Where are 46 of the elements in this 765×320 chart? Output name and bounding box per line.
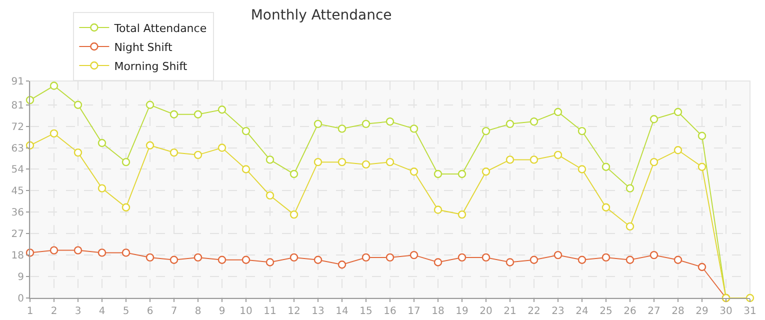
x-tick-label: 31 bbox=[744, 306, 756, 317]
legend-label: Night Shift bbox=[114, 40, 173, 54]
x-tick-label: 14 bbox=[336, 306, 348, 317]
x-tick-label: 23 bbox=[552, 306, 564, 317]
x-tick-label: 28 bbox=[672, 306, 684, 317]
y-tick-label: 91 bbox=[11, 76, 24, 88]
chart-title: Monthly Attendance bbox=[250, 7, 392, 24]
x-tick-label: 8 bbox=[194, 306, 202, 317]
y-tick-label: 45 bbox=[11, 186, 24, 198]
x-tick-label: 27 bbox=[648, 306, 660, 317]
x-tick-label: 1 bbox=[26, 306, 34, 317]
x-tick-label: 15 bbox=[360, 306, 372, 317]
x-tick-label: 20 bbox=[480, 306, 492, 317]
x-tick-label: 4 bbox=[98, 306, 106, 317]
x-tick-label: 21 bbox=[504, 306, 516, 317]
x-tick-label: 10 bbox=[240, 306, 252, 317]
y-tick-label: 18 bbox=[11, 250, 24, 262]
y-tick-label: 81 bbox=[11, 100, 24, 112]
y-tick-label: 27 bbox=[11, 229, 24, 240]
x-tick-label: 13 bbox=[312, 306, 324, 317]
x-tick-label: 9 bbox=[218, 306, 226, 317]
x-tick-label: 26 bbox=[624, 306, 636, 317]
x-tick-label: 6 bbox=[146, 306, 154, 317]
x-tick-label: 17 bbox=[408, 306, 420, 317]
y-tick-label: 54 bbox=[11, 164, 24, 176]
x-tick-label: 2 bbox=[50, 306, 58, 317]
x-tick-label: 22 bbox=[528, 306, 540, 317]
x-tick-label: 5 bbox=[122, 306, 130, 317]
y-tick-label: 9 bbox=[18, 272, 24, 284]
x-tick-label: 30 bbox=[720, 306, 732, 317]
x-tick-label: 7 bbox=[170, 306, 178, 317]
y-tick-label: 72 bbox=[11, 122, 24, 133]
x-tick-label: 18 bbox=[432, 306, 444, 317]
x-tick-label: 3 bbox=[74, 306, 82, 317]
x-tick-label: 24 bbox=[576, 306, 588, 317]
legend-label: Morning Shift bbox=[114, 60, 188, 73]
x-tick-label: 19 bbox=[456, 306, 468, 317]
legend-label: Total Attendance bbox=[113, 22, 207, 35]
x-tick-label: 16 bbox=[384, 306, 396, 317]
x-tick-label: 29 bbox=[696, 306, 708, 317]
y-tick-label: 63 bbox=[11, 143, 24, 154]
y-tick-label: 0 bbox=[18, 294, 24, 304]
x-tick-label: 25 bbox=[600, 306, 612, 317]
x-tick-label: 11 bbox=[264, 306, 276, 317]
y-tick-label: 36 bbox=[11, 208, 24, 219]
x-tick-label: 12 bbox=[288, 306, 300, 317]
